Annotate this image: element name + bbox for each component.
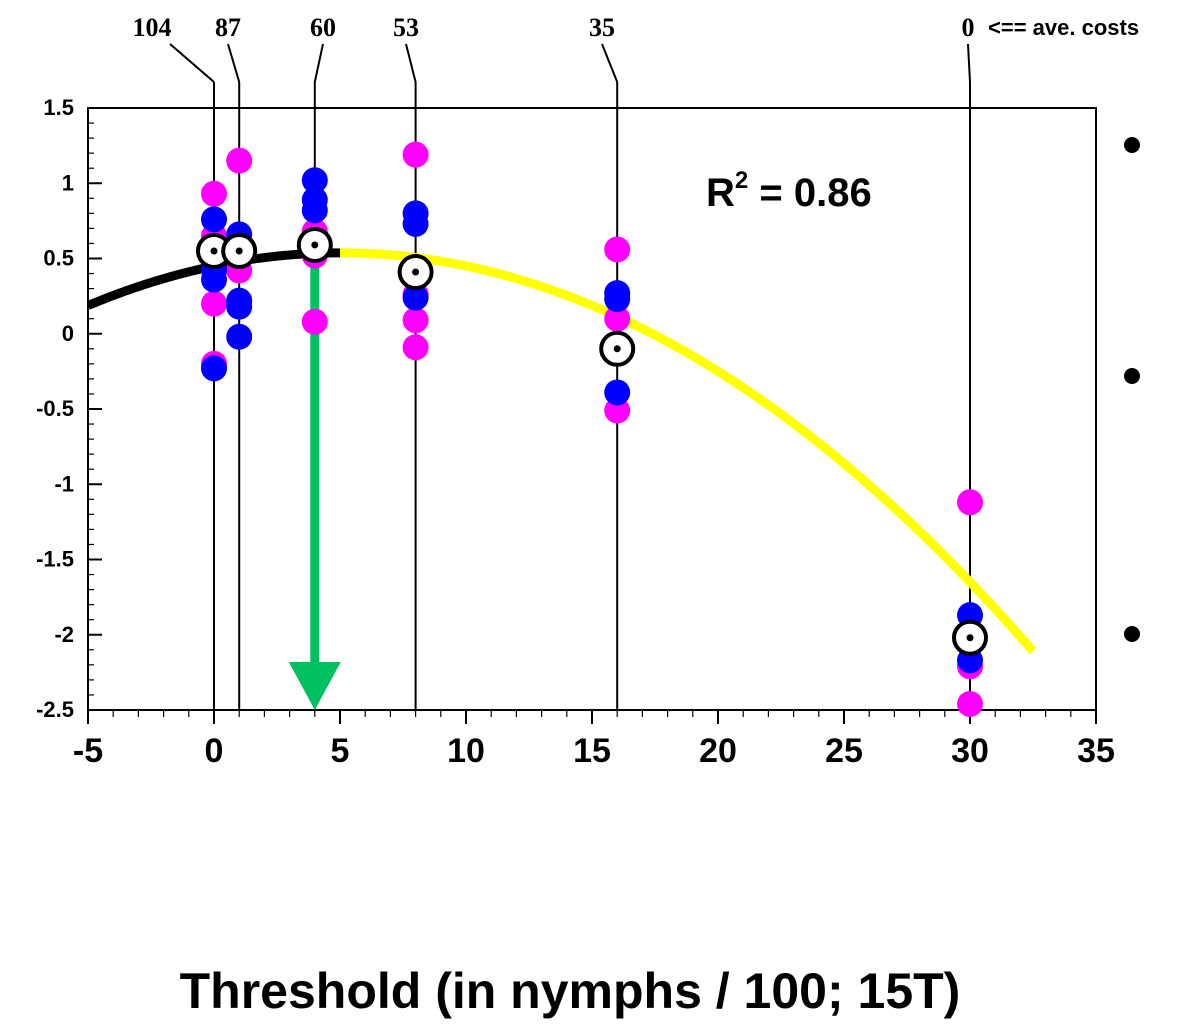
- cost-label: 60: [310, 13, 336, 42]
- cost-label: 87: [215, 13, 241, 42]
- y-tick-label: -2.5: [36, 697, 74, 722]
- y-axis: -2.5 -2 -1.5 -1 -0.5 0 0.5 1 1.5: [36, 95, 102, 722]
- mean-point-center: [235, 247, 243, 255]
- cost-label: 53: [393, 13, 419, 42]
- cost-label: 0: [962, 13, 975, 42]
- arrow-head: [288, 662, 341, 710]
- data-point: [301, 197, 328, 224]
- data-point: [226, 147, 253, 174]
- data-point: [957, 690, 983, 717]
- data-point: [604, 286, 631, 313]
- bullet-icon: [1124, 368, 1140, 384]
- cost-leader: [313, 43, 324, 83]
- data-point: [604, 379, 631, 406]
- data-point: [957, 489, 983, 516]
- x-tick-label: 30: [951, 732, 989, 770]
- cost-lines: 104 87 60 53 35 0: [133, 13, 975, 710]
- x-axis-title: Threshold (in nymphs / 100; 15T): [180, 963, 961, 1019]
- data-point: [226, 323, 253, 350]
- y-tick-label: 1.5: [43, 95, 74, 120]
- x-tick-label: 5: [331, 732, 350, 770]
- x-axis: -5 0 5 10 15 20 25 30 35: [73, 710, 1115, 770]
- slide-bullets: [1124, 137, 1140, 642]
- cost-note: <== ave. costs: [988, 15, 1139, 40]
- data-point: [604, 397, 631, 424]
- x-tick-label: 20: [699, 732, 737, 770]
- y-tick-label: -1.5: [36, 547, 74, 572]
- data-point: [402, 210, 429, 237]
- data-point: [402, 284, 429, 311]
- data-point: [301, 308, 328, 335]
- data-point: [201, 290, 227, 317]
- data-point: [301, 167, 328, 194]
- fit-curve-yellow: [340, 248, 1037, 655]
- r-squared-sup: 2: [735, 167, 748, 194]
- y-tick-label: 0.5: [43, 246, 74, 271]
- y-tick-label: 0: [62, 321, 74, 346]
- cost-leader: [967, 43, 971, 83]
- mean-point-center: [311, 241, 319, 249]
- data-point: [201, 206, 227, 233]
- y-tick-label: -0.5: [36, 396, 74, 421]
- cost-leader: [227, 43, 241, 83]
- y-tick-label: -1: [54, 471, 74, 496]
- x-tick-label: 25: [825, 732, 863, 770]
- bullet-icon: [1124, 626, 1140, 642]
- data-point: [402, 141, 429, 168]
- y-tick-label: 1: [62, 170, 74, 195]
- r-squared-label: R2 = 0.86: [706, 167, 872, 215]
- mean-point-center: [210, 247, 218, 255]
- x-tick-label: 0: [205, 732, 224, 770]
- r-squared-prefix: R: [706, 171, 735, 215]
- r-squared-value: = 0.86: [748, 171, 871, 215]
- data-point: [402, 334, 429, 361]
- cost-label: 35: [589, 13, 615, 42]
- x-tick-label: 15: [573, 732, 611, 770]
- data-point: [201, 180, 227, 207]
- mean-point-center: [966, 634, 974, 642]
- data-point: [402, 307, 429, 334]
- y-tick-label: -2: [54, 622, 74, 647]
- cost-leader: [405, 43, 417, 83]
- x-tick-label: 35: [1077, 732, 1115, 770]
- bullet-icon: [1124, 137, 1140, 153]
- mean-point-center: [412, 268, 420, 276]
- x-tick-label: 10: [447, 732, 485, 770]
- cost-label: 104: [133, 13, 172, 42]
- data-points: [196, 141, 988, 717]
- data-point: [226, 293, 253, 320]
- x-tick-label: -5: [73, 732, 103, 770]
- data-point: [604, 236, 631, 263]
- data-point: [201, 266, 227, 293]
- cost-leader: [601, 43, 619, 83]
- data-point: [201, 355, 227, 382]
- cost-leader: [169, 43, 215, 83]
- mean-point-center: [613, 345, 621, 353]
- data-point: [604, 305, 631, 332]
